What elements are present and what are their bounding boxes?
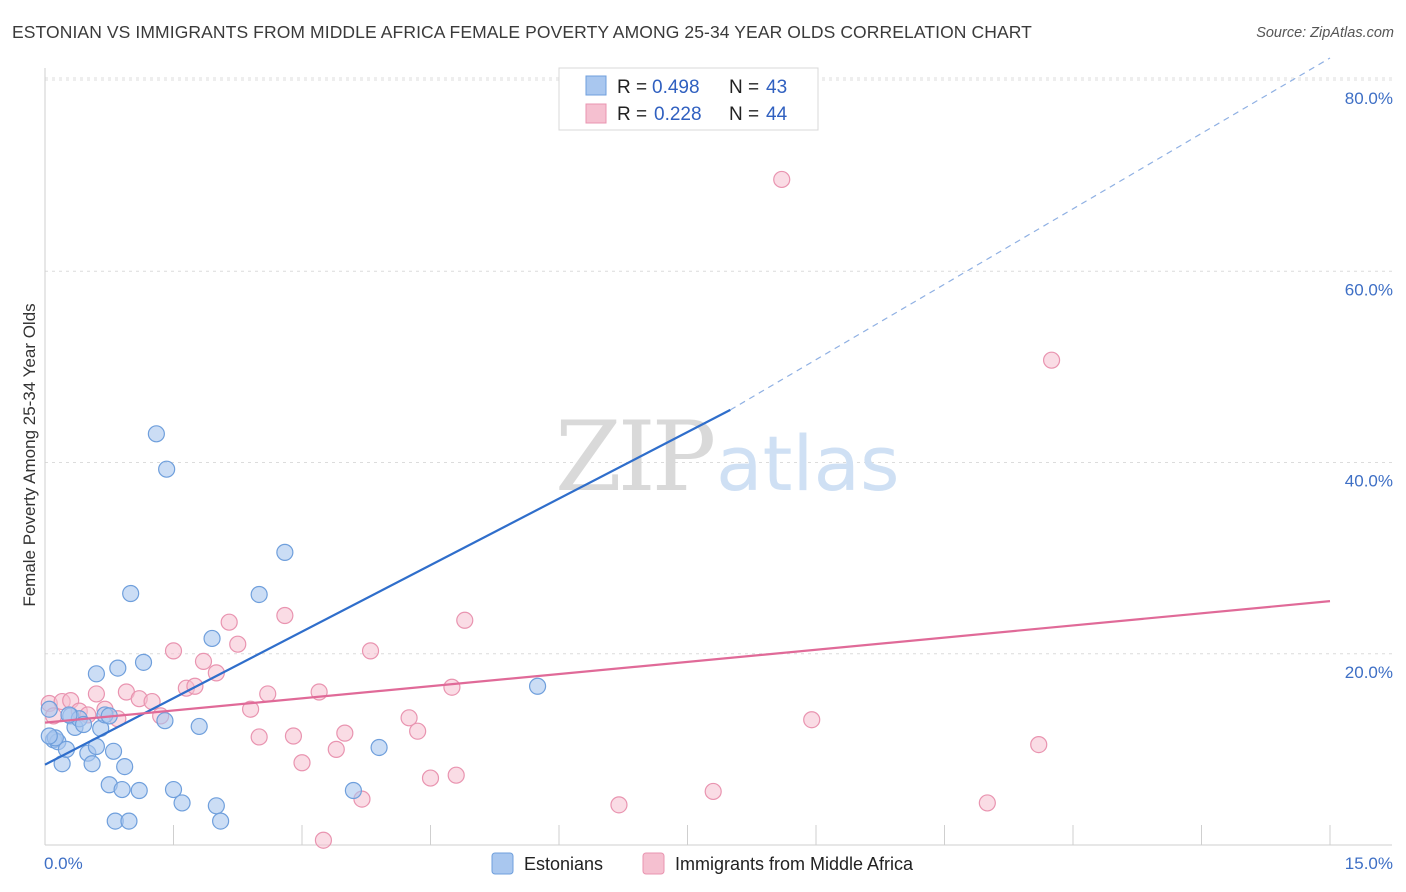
point-immigrants-28 xyxy=(336,724,354,742)
point-immigrants-32 xyxy=(409,722,427,740)
legend-swatch-blue xyxy=(585,75,607,96)
point-estonians-12 xyxy=(87,665,106,683)
point-estonians-35 xyxy=(250,585,268,604)
point-estonians-18 xyxy=(109,659,127,677)
point-immigrants-45 xyxy=(314,831,333,849)
point-estonians-19 xyxy=(113,780,131,799)
point-estonians-10 xyxy=(83,755,101,773)
point-immigrants-43 xyxy=(1030,735,1048,754)
bottom-legend-swatch-pink xyxy=(642,852,665,875)
point-immigrants-33 xyxy=(421,769,440,787)
series-estonians-points xyxy=(40,425,547,830)
point-estonians-23 xyxy=(134,653,153,671)
grid-lines xyxy=(45,77,1392,655)
point-immigrants-13 xyxy=(164,642,183,660)
point-estonians-27 xyxy=(156,712,174,730)
point-immigrants-23 xyxy=(276,606,294,625)
legend-n-label-1: N = xyxy=(729,104,759,125)
point-immigrants-30 xyxy=(361,642,380,660)
y-tick-label-2: 60.0% xyxy=(1345,280,1393,299)
point-estonians-38 xyxy=(370,738,388,757)
bottom-legend-swatch-blue xyxy=(491,852,514,875)
bottom-legend-immigrants: Immigrants from Middle Africa xyxy=(675,854,914,874)
point-immigrants-24 xyxy=(284,727,303,745)
x-tick-labels: 0.0% 15.0% xyxy=(44,854,1393,873)
point-estonians-39 xyxy=(528,677,547,695)
point-immigrants-44 xyxy=(1042,351,1061,369)
watermark-zip: ZIP xyxy=(555,401,714,513)
x-tick-label-1: 15.0% xyxy=(1345,854,1393,873)
trend-lines xyxy=(44,57,1331,766)
point-estonians-31 xyxy=(190,717,208,736)
x-tick-label-0: 0.0% xyxy=(44,854,83,873)
point-immigrants-38 xyxy=(610,796,628,814)
point-estonians-28 xyxy=(158,460,176,478)
point-estonians-33 xyxy=(207,797,225,815)
legend-n-label-0: N = xyxy=(729,77,759,98)
point-immigrants-36 xyxy=(456,611,474,629)
legend-r-label-1: R = xyxy=(617,104,647,125)
point-immigrants-40 xyxy=(773,170,791,189)
point-estonians-8 xyxy=(74,715,93,734)
point-estonians-0 xyxy=(40,700,58,718)
point-estonians-30 xyxy=(173,794,191,812)
point-immigrants-25 xyxy=(293,754,311,772)
point-immigrants-39 xyxy=(704,782,722,801)
point-immigrants-42 xyxy=(978,794,996,812)
point-estonians-25 xyxy=(120,812,138,830)
series-immigrants-points xyxy=(40,112,1061,849)
legend-r-value-1: 0.228 xyxy=(654,104,702,125)
legend-n-value-1: 44 xyxy=(766,104,788,125)
y-tick-label-1: 40.0% xyxy=(1345,472,1393,491)
point-immigrants-21 xyxy=(250,728,268,746)
point-estonians-34 xyxy=(212,812,230,830)
watermark: ZIP atlas xyxy=(555,401,900,513)
point-immigrants-6 xyxy=(87,685,106,703)
point-immigrants-18 xyxy=(220,613,238,631)
y-tick-label-3: 80.0% xyxy=(1345,89,1393,108)
source-label: Source: ZipAtlas.com xyxy=(1256,25,1394,41)
point-estonians-42 xyxy=(40,727,58,745)
point-immigrants-19 xyxy=(229,635,247,653)
point-immigrants-16 xyxy=(194,652,213,671)
point-estonians-20 xyxy=(116,757,134,776)
point-immigrants-35 xyxy=(447,766,465,784)
point-estonians-36 xyxy=(276,543,294,561)
point-estonians-32 xyxy=(203,629,221,648)
trend-estonians-extension xyxy=(730,57,1331,411)
trend-immigrants xyxy=(44,600,1331,724)
correlation-legend: R = 0.498 N = 43 R = 0.228 N = 44 xyxy=(558,67,819,131)
legend-r-label-0: R = xyxy=(617,77,647,98)
point-estonians-29 xyxy=(164,780,183,799)
legend-swatch-pink xyxy=(585,103,607,124)
point-immigrants-20 xyxy=(242,700,260,718)
point-estonians-37 xyxy=(344,781,362,800)
bottom-legend-estonians: Estonians xyxy=(524,854,603,874)
y-tick-label-0: 20.0% xyxy=(1345,663,1393,682)
trend-estonians xyxy=(44,408,731,766)
y-axis-title: Female Poverty Among 25-34 Year Olds xyxy=(20,303,39,606)
point-estonians-26 xyxy=(147,425,165,443)
y-tick-labels: 20.0% 40.0% 60.0% 80.0% xyxy=(1345,89,1393,682)
watermark-atlas: atlas xyxy=(716,419,900,508)
point-estonians-17 xyxy=(104,742,123,760)
point-immigrants-31 xyxy=(400,709,418,727)
point-immigrants-22 xyxy=(259,685,277,703)
point-immigrants-41 xyxy=(803,711,821,729)
point-immigrants-27 xyxy=(327,740,345,758)
series-legend: Estonians Immigrants from Middle Africa xyxy=(491,852,914,875)
point-immigrants-34 xyxy=(443,678,461,696)
chart-title: ESTONIAN VS IMMIGRANTS FROM MIDDLE AFRIC… xyxy=(12,22,1032,42)
point-estonians-22 xyxy=(130,781,148,800)
legend-r-value-0: 0.498 xyxy=(652,77,700,98)
point-estonians-21 xyxy=(122,584,140,603)
legend-n-value-0: 43 xyxy=(766,77,787,98)
